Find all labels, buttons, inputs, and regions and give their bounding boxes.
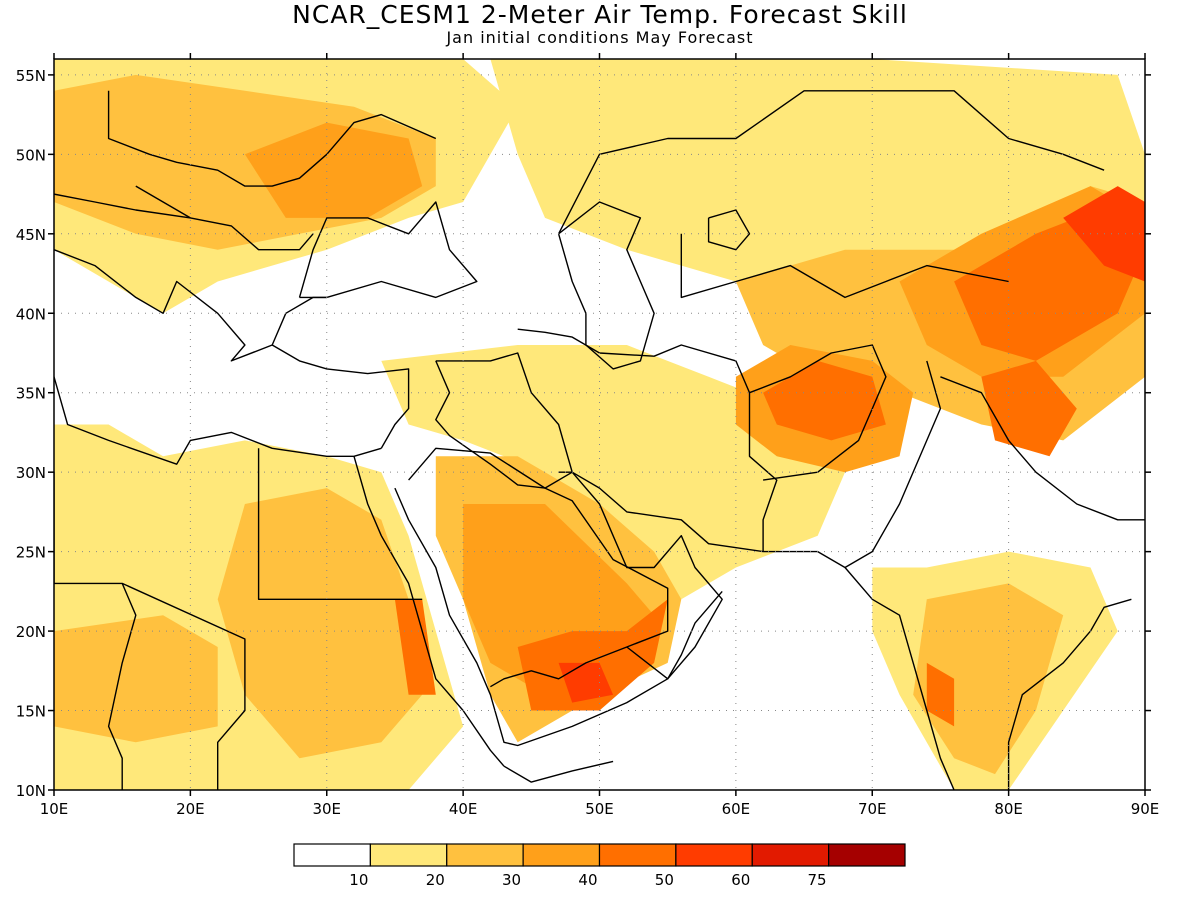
afghan-pak-border [749, 344, 887, 481]
legend-swatch [675, 843, 753, 867]
egypt-sudan-border [257, 448, 423, 600]
lat-tick-label: 45N [16, 226, 46, 244]
legend-label: 10 [349, 871, 368, 889]
kazakh-russia-border [557, 90, 1105, 235]
legend-label: 40 [578, 871, 597, 889]
legend-swatch [369, 843, 448, 867]
lon-tick-label: 60E [722, 800, 751, 818]
lon-tick-label: 90E [1131, 800, 1160, 818]
skill-region-sahel [54, 615, 218, 743]
lon-tick-label: 30E [312, 800, 341, 818]
coastlines-and-borders [54, 90, 1145, 790]
lat-tick-label: 20N [16, 623, 46, 641]
lon-tick-label: 10E [40, 800, 69, 818]
gulf-iran-coast [571, 471, 955, 790]
lon-tick-label: 50E [585, 800, 614, 818]
lat-tick-label: 35N [16, 385, 46, 403]
skill-region-middle-east [381, 345, 845, 600]
skill-region-sudan [217, 488, 423, 759]
chad-border [107, 583, 137, 790]
lat-tick-label: 50N [16, 146, 46, 164]
lat-tick-label: 30N [16, 464, 46, 482]
color-legend: 10 20 30 40 50 60 75 [293, 843, 906, 889]
aral-sea-coast [707, 209, 751, 251]
pak-india-border [844, 360, 942, 569]
china-india-border [940, 376, 1145, 521]
lon-tick-label: 20E [176, 800, 205, 818]
caspian-sea-coast [557, 201, 655, 370]
legend-swatch [751, 843, 830, 867]
europe-border-2 [135, 185, 314, 251]
red-sea-west-coast [353, 456, 505, 767]
legend-label: 75 [808, 871, 827, 889]
lon-tick-label: 70E [858, 800, 887, 818]
skill-region-tibet-west [981, 360, 1077, 457]
anatolia-south-coast [271, 344, 410, 449]
europe-border-3 [54, 193, 191, 219]
lon-tick-label: 40E [449, 800, 478, 818]
india-east-coast [1007, 598, 1132, 790]
skill-region-yemen [517, 599, 668, 711]
lat-tick-label: 40N [16, 305, 46, 323]
legend-swatch [598, 843, 677, 867]
skill-region-india-west [926, 662, 955, 727]
legend-label: 50 [655, 871, 674, 889]
lat-tick-label: 25N [16, 544, 46, 562]
legend-swatch [522, 843, 601, 867]
map-title: NCAR_CESM1 2-Meter Air Temp. Forecast Sk… [292, 0, 908, 29]
skill-region-red-sea-coast [394, 599, 436, 695]
central-asia-border-1 [680, 233, 1009, 299]
legend-label: 20 [426, 871, 445, 889]
legend-label: 60 [731, 871, 750, 889]
iran-border [517, 328, 778, 552]
mediterranean-north-coast [54, 249, 327, 362]
lat-tick-label: 55N [16, 67, 46, 85]
oman-yemen-border [626, 590, 723, 680]
black-sea-coast [298, 201, 478, 299]
legend-swatch [293, 843, 371, 867]
skill-region-ukraine [244, 122, 423, 218]
map-subtitle: Jan initial conditions May Forecast [446, 28, 754, 47]
skill-region-yemen-core [558, 662, 614, 703]
skill-region-afghan-core [763, 360, 886, 441]
lat-lon-gridlines [54, 59, 1145, 790]
north-africa-coast [54, 376, 382, 465]
saudi-borders [408, 447, 669, 688]
somalia-coast [503, 760, 614, 783]
europe-border-1 [107, 90, 437, 187]
legend-swatch [828, 843, 906, 867]
skill-shading [54, 59, 1145, 790]
libya-border [54, 472, 246, 790]
lat-tick-label: 10N [16, 782, 46, 800]
legend-swatch [446, 843, 524, 867]
legend-label: 30 [502, 871, 521, 889]
lon-tick-label: 80E [994, 800, 1023, 818]
lat-tick-label: 15N [16, 703, 46, 721]
